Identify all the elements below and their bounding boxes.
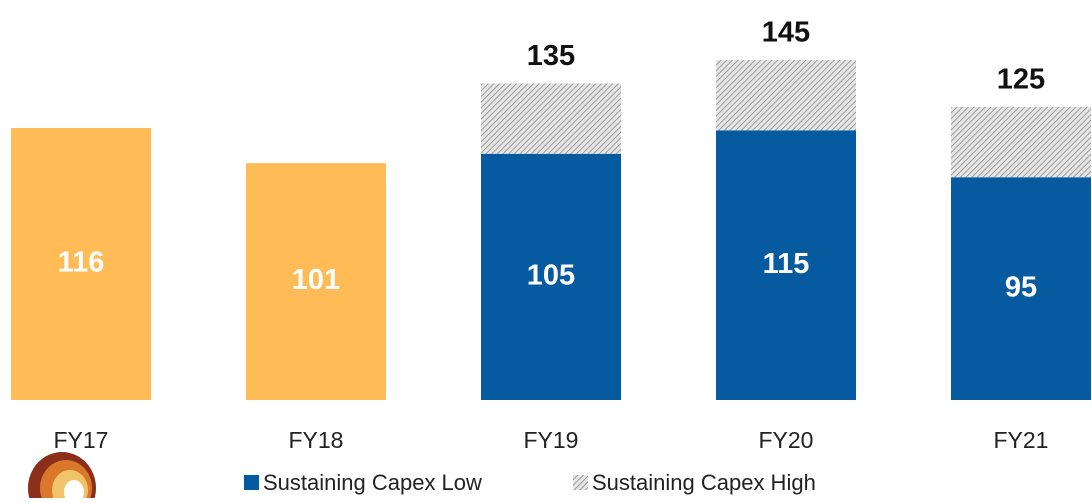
x-tick-label: FY20	[759, 427, 814, 453]
bar-segment	[716, 130, 856, 400]
legend-swatch	[244, 475, 259, 490]
x-tick-label: FY21	[994, 427, 1049, 453]
legend-label: Sustaining Capex Low	[263, 470, 482, 495]
bar-segment	[246, 163, 386, 400]
value-label: 95	[1005, 271, 1037, 303]
legend-label: Sustaining Capex High	[592, 470, 816, 495]
bar-segment	[716, 59, 856, 131]
x-tick-label: FY19	[524, 427, 579, 453]
total-label: 145	[762, 17, 810, 49]
bar-segment	[951, 106, 1091, 178]
value-label: 115	[763, 248, 810, 280]
total-label: 135	[527, 40, 575, 72]
value-label: 116	[58, 247, 105, 279]
value-label: 101	[292, 264, 340, 296]
bar-segment	[481, 153, 621, 400]
x-tick-label: FY18	[289, 427, 344, 453]
total-label: 125	[997, 64, 1045, 96]
logo	[28, 452, 96, 503]
legend-swatch	[573, 475, 588, 490]
bar-segment	[951, 177, 1091, 400]
bar-segment	[11, 127, 151, 400]
value-label: 105	[527, 260, 575, 292]
x-tick-label: FY17	[54, 427, 109, 453]
bar-segment	[481, 83, 621, 154]
